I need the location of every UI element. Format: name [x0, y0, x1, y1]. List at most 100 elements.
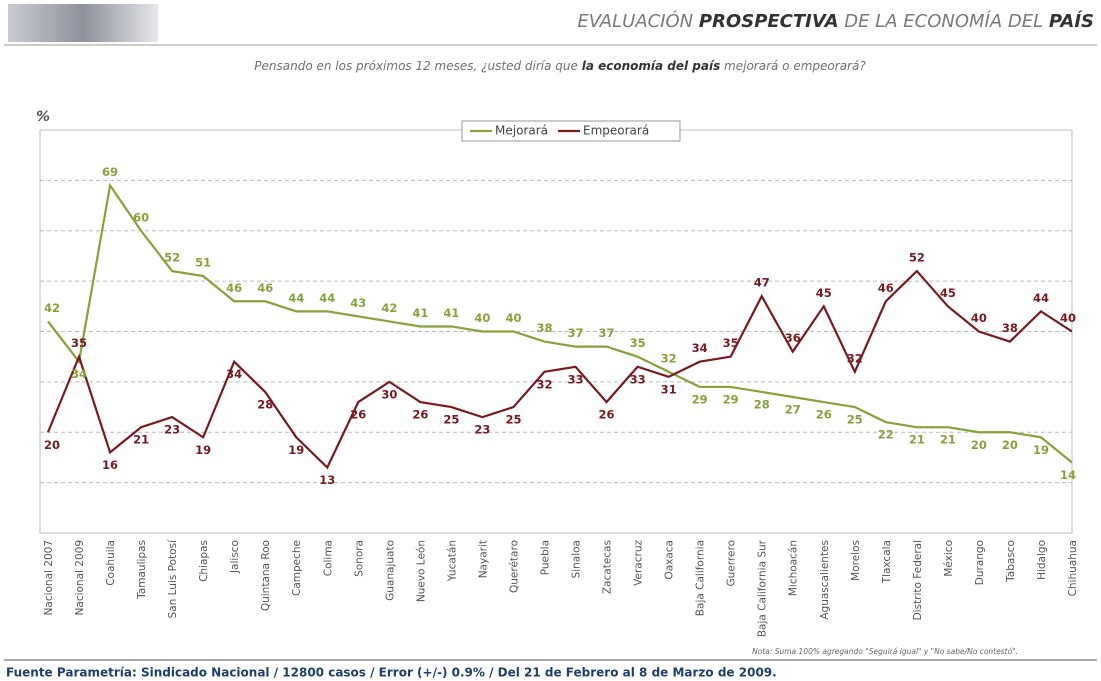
- data-label: 22: [878, 428, 894, 442]
- data-label: 35: [723, 336, 739, 350]
- data-label: 40: [971, 311, 987, 325]
- data-label: 32: [661, 351, 677, 365]
- data-label: 32: [847, 351, 863, 365]
- x-tick-label: Colima: [322, 540, 334, 576]
- data-label: 40: [505, 311, 521, 325]
- data-label: 44: [1033, 291, 1049, 305]
- subtitle-part: Pensando en los próximos 12 meses, ¿uste…: [254, 59, 581, 73]
- data-label: 43: [350, 296, 366, 310]
- series-line: [48, 185, 1072, 462]
- x-tick-label: Baja California Sur: [757, 539, 769, 637]
- data-label: 37: [568, 326, 584, 340]
- x-tick-label: Querétaro: [508, 540, 520, 593]
- x-tick-label: Aguascalientes: [819, 540, 831, 620]
- data-label: 20: [971, 438, 987, 452]
- x-tick-label: Nayarit: [477, 540, 489, 578]
- x-tick-label: Tabasco: [1005, 540, 1017, 583]
- data-label: 35: [630, 336, 646, 350]
- data-label: 21: [909, 433, 925, 447]
- logo-image: [8, 4, 158, 42]
- x-tick-label: Baja California: [695, 540, 707, 616]
- chart-subtitle: Pensando en los próximos 12 meses, ¿uste…: [254, 59, 866, 73]
- data-label: 36: [785, 331, 801, 345]
- data-label: 45: [940, 286, 956, 300]
- data-label: 28: [754, 397, 770, 411]
- x-tick-label: Michoacán: [788, 540, 800, 596]
- title-part: DE LA ECONOMÍA DEL: [839, 10, 1049, 32]
- x-tick-label: Oaxaca: [664, 540, 676, 580]
- x-tick-label: Tlaxcala: [881, 540, 893, 584]
- x-tick-label: Hidalgo: [1036, 540, 1048, 580]
- data-label: 20: [1002, 438, 1018, 452]
- x-tick-label: México: [943, 540, 955, 577]
- data-label: 34: [692, 341, 708, 355]
- x-tick-label: Durango: [974, 540, 986, 585]
- data-label: 44: [288, 291, 304, 305]
- x-tick-label: Nacional 2009: [74, 540, 86, 615]
- x-tick-label: Coahuila: [105, 540, 117, 586]
- data-label: 38: [536, 321, 552, 335]
- x-tick-label: Quintana Roo: [260, 540, 272, 611]
- data-label: 19: [195, 443, 211, 457]
- x-tick-label: Guerrero: [726, 540, 738, 586]
- data-label: 25: [443, 413, 459, 427]
- data-label: 33: [630, 372, 646, 386]
- x-tick-label: Veracruz: [633, 540, 645, 586]
- x-tick-label: Distrito Federal: [912, 540, 924, 620]
- data-label: 33: [568, 372, 584, 386]
- x-tick-label: Guanajuato: [384, 540, 396, 601]
- data-label: 28: [257, 397, 273, 411]
- data-label: 35: [71, 336, 87, 350]
- data-label: 34: [226, 367, 242, 381]
- x-tick-label: Morelos: [850, 540, 862, 581]
- data-label: 13: [319, 473, 335, 487]
- data-label: 40: [474, 311, 490, 325]
- x-tick-label: Yucatán: [446, 540, 458, 582]
- source: Fuente Parametría: Sindicado Nacional / …: [6, 666, 777, 680]
- data-label: 46: [226, 281, 242, 295]
- x-tick-label: San Luis Potosí: [167, 539, 179, 619]
- data-label: 21: [133, 433, 149, 447]
- data-label: 23: [164, 423, 180, 437]
- x-tick-label: Sinaloa: [571, 540, 583, 578]
- data-label: 46: [257, 281, 273, 295]
- x-tick-label: Nacional 2007: [43, 540, 55, 615]
- chart: EVALUACIÓN PROSPECTIVA DE LA ECONOMÍA DE…: [0, 0, 1101, 681]
- data-label: 60: [133, 210, 149, 224]
- data-label: 16: [102, 458, 118, 472]
- x-tick-label: Puebla: [539, 540, 551, 575]
- data-label: 30: [381, 387, 397, 401]
- data-label: 40: [1060, 311, 1076, 325]
- data-label: 41: [443, 306, 459, 320]
- y-axis-label: %: [36, 109, 50, 125]
- data-label: 26: [599, 408, 615, 422]
- title-part: PAÍS: [1049, 10, 1094, 32]
- x-tick-label: Zacatecas: [602, 540, 614, 594]
- data-label: 42: [44, 301, 60, 315]
- x-tick-label: Chiapas: [198, 540, 210, 582]
- x-tick-label: Campeche: [291, 540, 303, 596]
- data-label: 42: [381, 301, 397, 315]
- data-label: 20: [44, 438, 60, 452]
- x-tick-label: Jalisco: [229, 540, 241, 574]
- data-label: 38: [1002, 321, 1018, 335]
- data-label: 29: [692, 392, 708, 406]
- x-tick-label: Nuevo León: [415, 540, 427, 602]
- data-label: 25: [505, 413, 521, 427]
- data-label: 23: [474, 423, 490, 437]
- legend-label: Empeorará: [583, 124, 649, 138]
- data-label: 26: [350, 408, 366, 422]
- data-label: 51: [195, 256, 211, 270]
- note: Nota: Suma 100% agregando "Seguirá igual…: [752, 647, 1018, 656]
- title-part: PROSPECTIVA: [699, 11, 839, 32]
- data-label: 25: [847, 413, 863, 427]
- data-label: 19: [1033, 443, 1049, 457]
- data-label: 26: [816, 408, 832, 422]
- data-label: 19: [288, 443, 304, 457]
- data-label: 27: [785, 402, 801, 416]
- data-label: 69: [102, 165, 118, 179]
- data-label: 44: [319, 291, 335, 305]
- data-label: 32: [536, 377, 552, 391]
- data-label: 29: [723, 392, 739, 406]
- data-label: 52: [164, 251, 180, 265]
